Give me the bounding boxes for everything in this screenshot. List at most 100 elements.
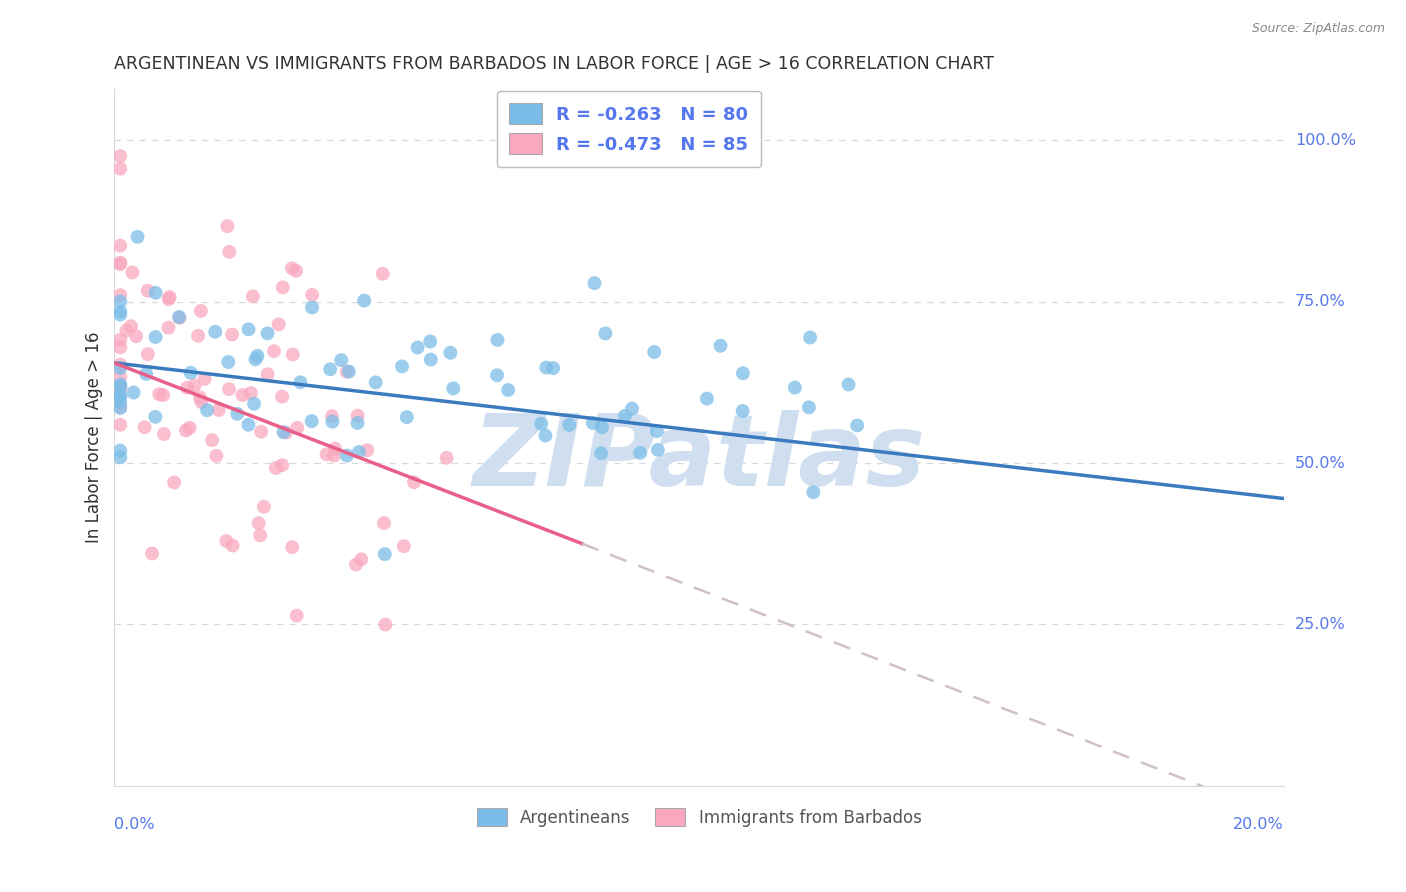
Point [591,420,613,434]
Point [346,416,368,430]
Point [419,334,441,349]
Point [534,428,557,442]
Point [330,353,353,368]
Point [208,403,231,417]
Point [645,424,668,438]
Point [134,420,156,434]
Point [157,320,180,334]
Point [591,446,613,460]
Point [145,285,167,300]
Point [541,361,564,376]
Point [281,540,304,554]
Point [127,230,149,244]
Point [163,475,186,490]
Point [374,617,396,632]
Point [110,361,132,376]
Point [583,276,606,290]
Point [281,347,304,361]
Point [253,500,276,514]
Point [486,368,509,383]
Point [801,485,824,500]
Point [217,355,239,369]
Point [180,366,202,380]
Point [256,368,278,382]
Point [301,288,323,302]
Point [323,442,346,456]
Point [419,352,441,367]
Point [221,327,243,342]
Legend: Argentineans, Immigrants from Barbados: Argentineans, Immigrants from Barbados [470,801,928,833]
Point [110,294,132,309]
Point [167,310,190,324]
Point [218,382,240,396]
Text: 50.0%: 50.0% [1295,456,1346,470]
Point [121,265,143,279]
Point [271,458,294,472]
Point [731,404,754,418]
Point [120,319,142,334]
Point [250,425,273,439]
Point [110,417,132,432]
Point [110,389,132,403]
Point [281,261,304,276]
Point [239,386,262,401]
Point [647,442,669,457]
Point [110,308,132,322]
Point [374,547,396,561]
Point [696,392,718,406]
Point [201,433,224,447]
Point [174,424,197,438]
Text: ARGENTINEAN VS IMMIGRANTS FROM BARBADOS IN LABOR FORCE | AGE > 16 CORRELATION CH: ARGENTINEAN VS IMMIGRANTS FROM BARBADOS … [114,55,994,73]
Point [558,417,581,432]
Point [285,421,308,435]
Point [301,301,323,315]
Text: Source: ZipAtlas.com: Source: ZipAtlas.com [1251,22,1385,36]
Point [246,349,269,363]
Point [436,450,458,465]
Point [110,400,132,414]
Point [582,416,605,430]
Point [846,418,869,433]
Point [391,359,413,374]
Text: 100.0%: 100.0% [1295,133,1355,148]
Point [110,450,132,465]
Point [136,284,159,298]
Point [110,304,132,318]
Point [247,516,270,531]
Point [148,387,170,401]
Point [441,381,464,395]
Point [110,443,132,458]
Point [536,360,558,375]
Point [110,149,132,163]
Point [613,409,636,423]
Point [231,388,253,402]
Point [301,414,323,428]
Point [321,415,343,429]
Point [315,447,337,461]
Text: 25.0%: 25.0% [1295,617,1346,632]
Point [486,333,509,347]
Point [176,381,198,395]
Point [395,410,418,425]
Point [323,449,346,463]
Point [183,378,205,392]
Point [187,328,209,343]
Point [145,330,167,344]
Point [271,280,294,294]
Point [621,401,644,416]
Point [364,376,387,390]
Point [242,289,264,303]
Point [783,380,806,394]
Point [245,352,267,367]
Point [169,310,191,325]
Point [110,358,132,372]
Point [344,558,367,572]
Point [238,322,260,336]
Point [110,256,132,270]
Point [110,161,132,176]
Point [837,377,859,392]
Point [194,372,217,386]
Point [110,380,132,394]
Point [797,401,820,415]
Point [271,390,294,404]
